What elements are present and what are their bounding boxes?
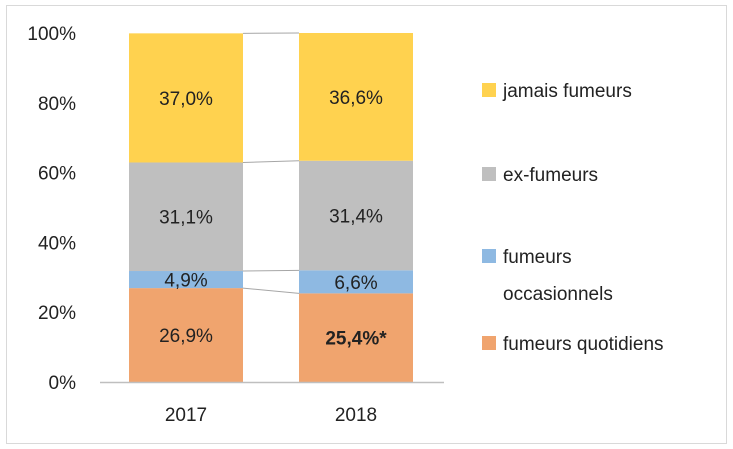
- y-tick-label: 60%: [38, 164, 76, 185]
- bar-segment: [129, 271, 243, 289]
- legend-label: ex-fumeurs: [503, 165, 598, 186]
- y-tick-label: 80%: [38, 94, 76, 115]
- legend-swatch: [482, 336, 496, 350]
- x-tick-label: 2017: [165, 405, 207, 426]
- data-label: 25,4%*: [325, 329, 387, 350]
- data-label: 4,9%: [164, 271, 207, 292]
- data-label: 36,6%: [329, 88, 383, 109]
- data-label: 37,0%: [159, 89, 213, 110]
- legend-swatch: [482, 249, 496, 263]
- legend-label: jamais fumeurs: [502, 81, 632, 102]
- legend-swatch: [482, 83, 496, 97]
- bar-segment: [299, 160, 413, 271]
- bar-segment: [129, 162, 243, 272]
- x-tick-label: 2018: [335, 405, 377, 426]
- y-tick-label: 20%: [38, 303, 76, 324]
- bar-segment: [299, 270, 413, 294]
- bar-segment: [299, 293, 413, 382]
- data-label: 26,9%: [159, 326, 213, 347]
- series-line: [242, 160, 300, 163]
- legend-label: occasionnels: [503, 284, 613, 305]
- legend-label: fumeurs: [503, 247, 572, 268]
- bar-segment: [129, 288, 243, 382]
- data-label: 6,6%: [334, 273, 377, 294]
- series-line: [242, 269, 300, 272]
- bar-segment: [299, 33, 413, 161]
- data-label: 31,4%: [329, 207, 383, 228]
- y-tick-label: 100%: [27, 24, 76, 45]
- legend-swatch: [482, 167, 496, 181]
- y-tick-label: 40%: [38, 233, 76, 254]
- legend-label: fumeurs quotidiens: [503, 334, 664, 355]
- data-label: 31,1%: [159, 208, 213, 229]
- chart-frame: [6, 5, 727, 444]
- bar-segment: [129, 33, 243, 163]
- y-tick-label: 0%: [49, 373, 77, 394]
- series-line: [242, 287, 300, 294]
